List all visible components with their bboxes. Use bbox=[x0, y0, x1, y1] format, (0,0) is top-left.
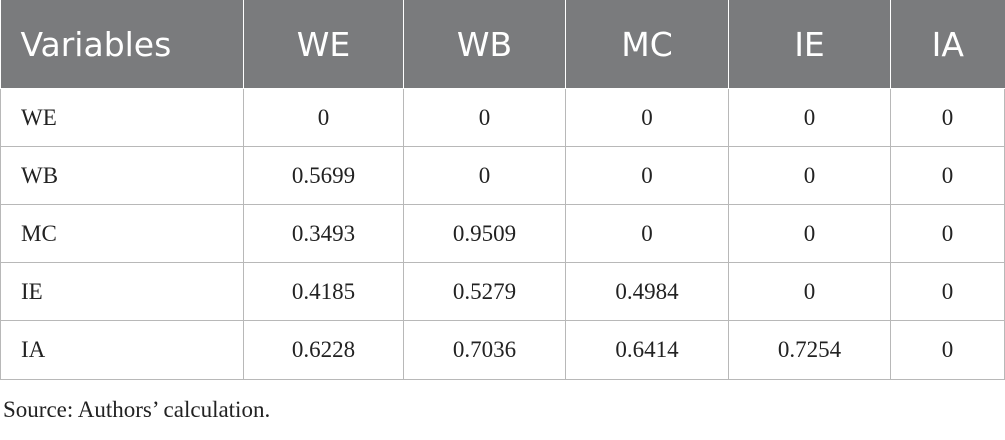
header-cell-ia: IA bbox=[890, 0, 1005, 89]
row-label-cell: WB bbox=[0, 146, 244, 205]
table-cell: 0.9509 bbox=[403, 204, 566, 263]
table-row: WE 0 0 0 0 0 bbox=[0, 88, 1005, 147]
table-cell: 0 bbox=[243, 88, 404, 147]
header-cell-variables: Variables bbox=[0, 0, 244, 89]
header-cell-wb: WB bbox=[403, 0, 566, 89]
table-row: IA 0.6228 0.7036 0.6414 0.7254 0 bbox=[0, 320, 1005, 380]
table-row: IE 0.4185 0.5279 0.4984 0 0 bbox=[0, 262, 1005, 321]
table-cell: 0 bbox=[728, 88, 891, 147]
table-cell: 0 bbox=[565, 204, 729, 263]
table-cell: 0.7036 bbox=[403, 320, 566, 380]
table-cell: 0.6228 bbox=[243, 320, 404, 380]
table-row: WB 0.5699 0 0 0 0 bbox=[0, 146, 1005, 205]
table-cell: 0 bbox=[890, 88, 1005, 147]
table-cell: 0 bbox=[403, 146, 566, 205]
source-note: Source: Authors’ calculation. bbox=[3, 397, 271, 422]
table-cell: 0.5699 bbox=[243, 146, 404, 205]
table-cell: 0.3493 bbox=[243, 204, 404, 263]
table-row: MC 0.3493 0.9509 0 0 0 bbox=[0, 204, 1005, 263]
table-cell: 0 bbox=[565, 88, 729, 147]
table-cell: 0 bbox=[890, 204, 1005, 263]
table-cell: 0 bbox=[890, 262, 1005, 321]
header-cell-we: WE bbox=[243, 0, 404, 89]
table-cell: 0.6414 bbox=[565, 320, 729, 380]
header-cell-ie: IE bbox=[728, 0, 891, 89]
table-header-row: Variables WE WB MC IE IA bbox=[0, 0, 1005, 89]
table-cell: 0.4984 bbox=[565, 262, 729, 321]
row-label-cell: MC bbox=[0, 204, 244, 263]
table-cell: 0.7254 bbox=[728, 320, 891, 380]
table-cell: 0 bbox=[890, 146, 1005, 205]
table-cell: 0.5279 bbox=[403, 262, 566, 321]
row-label-cell: IE bbox=[0, 262, 244, 321]
table-cell: 0 bbox=[890, 320, 1005, 380]
data-table: Variables WE WB MC IE IA WE 0 0 0 0 0 WB… bbox=[0, 0, 1005, 380]
table-cell: 0 bbox=[403, 88, 566, 147]
table-cell: 0.4185 bbox=[243, 262, 404, 321]
data-table-container: Variables WE WB MC IE IA WE 0 0 0 0 0 WB… bbox=[0, 0, 1005, 380]
row-label-cell: WE bbox=[0, 88, 244, 147]
table-cell: 0 bbox=[565, 146, 729, 205]
table-cell: 0 bbox=[728, 204, 891, 263]
table-cell: 0 bbox=[728, 262, 891, 321]
table-cell: 0 bbox=[728, 146, 891, 205]
row-label-cell: IA bbox=[0, 320, 244, 380]
header-cell-mc: MC bbox=[565, 0, 729, 89]
